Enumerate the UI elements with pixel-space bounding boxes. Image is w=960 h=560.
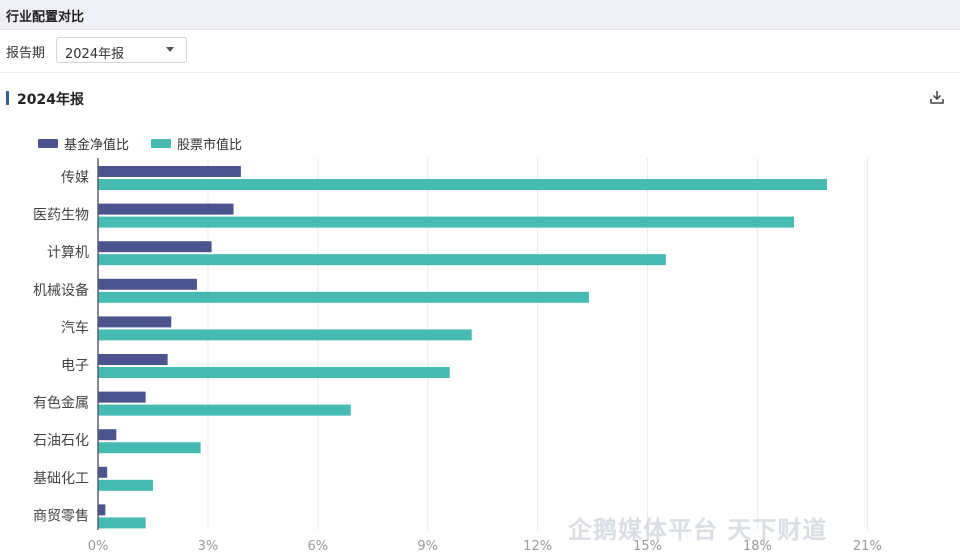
x-tick-label: 0% <box>88 539 109 554</box>
y-category-label: 基础化工 <box>33 470 89 487</box>
bar-stock <box>98 216 795 228</box>
header-bar: 行业配置对比 <box>0 0 960 30</box>
legend-swatch-stock <box>151 139 172 148</box>
bar-fund <box>98 354 168 365</box>
y-category-label: 机械设备 <box>33 282 89 299</box>
bar-stock <box>98 404 351 416</box>
x-tick-label: 18% <box>743 539 772 554</box>
x-tick-label: 15% <box>633 539 662 554</box>
bar-stock <box>98 367 450 378</box>
bar-fund <box>98 278 197 290</box>
watermark: 企鹅媒体平台 天下财道 <box>568 516 828 544</box>
y-category-label: 汽车 <box>61 319 89 336</box>
legend-label-fund: 基金净值比 <box>64 138 130 153</box>
y-category-label: 石油石化 <box>33 433 89 449</box>
y-category-label: 电子 <box>61 358 89 374</box>
bar-fund <box>98 391 146 403</box>
x-tick-label: 6% <box>308 539 329 554</box>
legend-item-fund[interactable]: 基金净值比 <box>38 134 129 153</box>
bar-stock <box>98 479 153 491</box>
x-tick-label: 21% <box>853 539 882 554</box>
y-category-label: 医药生物 <box>33 208 89 224</box>
bar-fund <box>98 429 117 441</box>
y-category-label: 传媒 <box>61 170 89 186</box>
industry-bar-chart: 0% 3% 6% 9% 12% 15% 18% 21% 传媒医药生物计算机机械设备汽车电子有色金… <box>33 158 882 554</box>
chevron-down-icon <box>166 47 174 52</box>
bar-stock <box>98 442 201 454</box>
report-period-label: 报告期 <box>6 46 46 61</box>
bar-stock <box>98 179 828 190</box>
report-period-value: 2024年报 <box>65 47 125 62</box>
bar-fund <box>98 203 234 215</box>
page-title: 行业配置对比 <box>6 10 85 25</box>
section-marker <box>6 91 9 105</box>
y-category-label: 商贸零售 <box>33 508 89 524</box>
y-category-label: 计算机 <box>47 245 89 261</box>
section-title: 2024年报 <box>17 92 84 108</box>
bar-stock <box>98 291 589 303</box>
report-period-select[interactable]: 2024年报 <box>56 37 187 63</box>
x-tick-label: 9% <box>417 539 438 554</box>
chart-panel <box>0 72 960 560</box>
chart-legend: 基金净值比 股票市值比 <box>38 134 242 153</box>
download-icon[interactable] <box>928 88 946 106</box>
legend-swatch-fund <box>38 139 58 148</box>
bar-stock <box>98 254 666 266</box>
legend-item-stock[interactable]: 股票市值比 <box>151 134 242 153</box>
legend-label-stock: 股票市值比 <box>177 138 243 153</box>
y-category-label: 有色金属 <box>33 395 89 412</box>
bar-fund <box>98 166 241 177</box>
bar-fund <box>98 316 172 328</box>
bar-fund <box>98 241 212 253</box>
bar-fund <box>98 466 108 478</box>
bar-stock <box>98 329 472 341</box>
bar-stock <box>98 517 146 529</box>
bar-fund <box>98 504 106 516</box>
x-tick-label: 3% <box>198 539 219 554</box>
x-tick-label: 12% <box>523 539 552 554</box>
